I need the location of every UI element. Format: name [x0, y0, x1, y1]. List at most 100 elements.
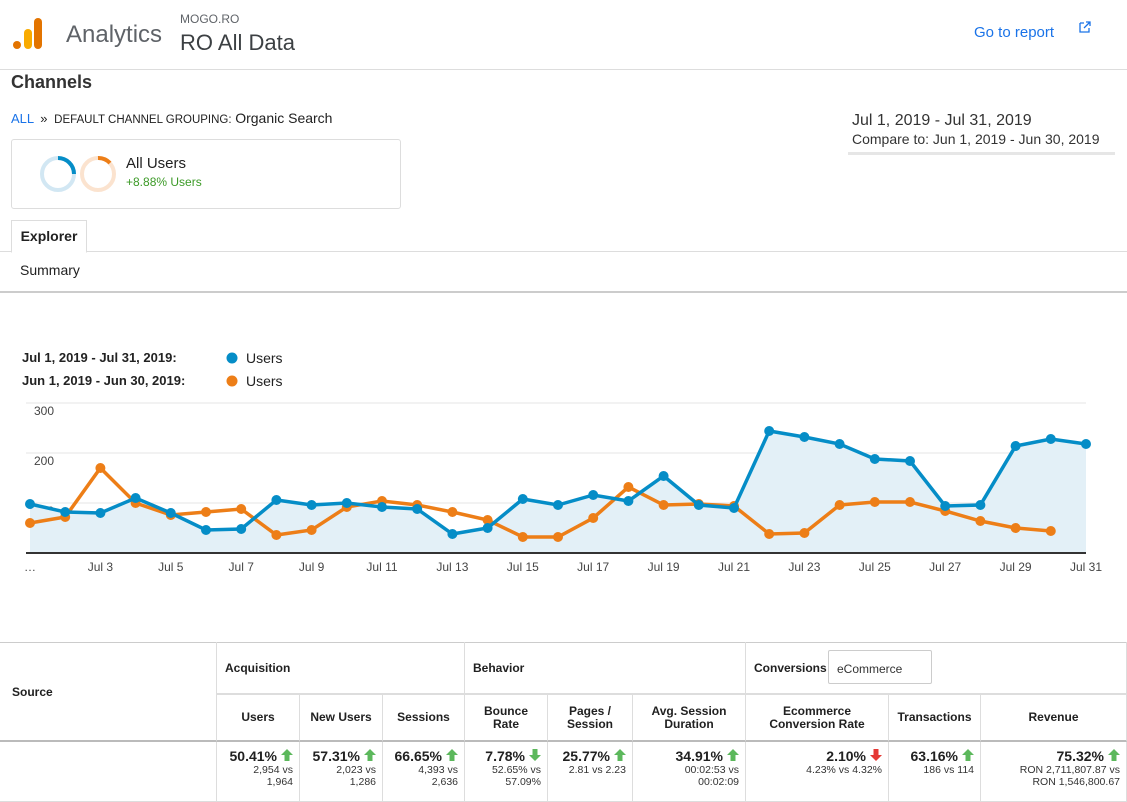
- group-label: Acquisition: [225, 661, 291, 675]
- breadcrumb: ALL » DEFAULT CHANNEL GROUPING: Organic …: [11, 110, 332, 126]
- data-point: [482, 523, 493, 533]
- column-header[interactable]: Pages / Session: [548, 695, 633, 742]
- metric-detail: RON 1,546,800.67: [1032, 776, 1120, 788]
- trend-arrow-shape: [870, 749, 882, 761]
- explorer-tab[interactable]: Explorer: [11, 220, 87, 253]
- data-point: [341, 498, 352, 508]
- column-header[interactable]: Bounce Rate: [465, 695, 548, 742]
- column-header[interactable]: Transactions: [889, 695, 981, 742]
- x-tick-label: Jul 29: [1000, 560, 1032, 574]
- data-point: [60, 507, 71, 517]
- data-point: [517, 494, 528, 504]
- metric-change: 63.16%: [910, 748, 958, 764]
- column-header[interactable]: Sessions: [383, 695, 465, 742]
- trend-arrow: [364, 749, 376, 761]
- data-point: [1010, 441, 1021, 451]
- legend-label: Users: [246, 373, 283, 389]
- property-name[interactable]: RO All Data: [180, 30, 295, 55]
- legend-period: Jul 1, 2019 - Jul 31, 2019:: [22, 350, 177, 365]
- data-point: [869, 454, 880, 464]
- header-divider: [0, 69, 1127, 70]
- column-header[interactable]: New Users: [300, 695, 383, 742]
- data-point: [553, 500, 563, 510]
- metric-change: 66.65%: [394, 748, 442, 764]
- trend-arrow: [727, 749, 739, 761]
- x-tick-label: …: [24, 560, 36, 574]
- metric-change: 75.32%: [1056, 748, 1104, 764]
- data-point: [447, 507, 458, 517]
- metric-detail: 00:02:53 vs: [684, 764, 739, 776]
- breadcrumb-root[interactable]: ALL: [11, 111, 34, 126]
- table-top-border: [0, 642, 1127, 643]
- trend-arrow: [1108, 749, 1120, 761]
- summary-tab[interactable]: Summary: [20, 262, 80, 278]
- metric-cell: 34.91% 00:02:53 vs 00:02:09: [633, 742, 746, 802]
- metric-detail: 2.81 vs 2.23: [568, 764, 626, 776]
- column-header[interactable]: Users: [217, 695, 300, 742]
- data-point: [623, 482, 634, 492]
- group-label: Conversions: [754, 661, 827, 675]
- metric-change: 2.10%: [826, 748, 866, 764]
- product-name: Analytics: [66, 21, 163, 48]
- conversion-select[interactable]: eCommerce: [828, 650, 932, 684]
- legend-period: Jun 1, 2019 - Jun 30, 2019:: [22, 373, 185, 388]
- x-tick-label: Jul 13: [436, 560, 468, 574]
- account-name: MOGO.RO: [180, 12, 240, 26]
- data-point: [25, 518, 35, 528]
- x-tick-label: Jul 3: [88, 560, 114, 574]
- x-tick-label: Jul 19: [648, 560, 680, 574]
- x-tick-label: Jul 21: [718, 560, 750, 574]
- data-point: [834, 439, 845, 449]
- metric-change: 57.31%: [312, 748, 360, 764]
- y-tick-label: 200: [34, 454, 54, 468]
- trend-arrow-shape: [1108, 749, 1120, 761]
- metric-cell: 63.16% 186 vs 114: [889, 742, 981, 802]
- trend-arrow: [614, 749, 626, 761]
- group-header: Conversions eCommerce: [746, 642, 1127, 695]
- metric-change-row: 75.32%: [985, 748, 1120, 764]
- date-range[interactable]: Jul 1, 2019 - Jul 31, 2019: [852, 112, 1032, 129]
- metric-detail: 1,964: [266, 776, 293, 788]
- column-header[interactable]: Avg. Session Duration: [633, 695, 746, 742]
- data-point: [764, 529, 775, 539]
- section-divider: [0, 291, 1127, 293]
- metric-change-row: 2.10%: [750, 748, 882, 764]
- metric-change: 34.91%: [675, 748, 723, 764]
- column-header[interactable]: Ecommerce Conversion Rate: [746, 695, 889, 742]
- data-point: [1010, 523, 1021, 533]
- data-point: [693, 500, 704, 510]
- data-point: [130, 493, 141, 503]
- data-point: [975, 516, 986, 526]
- segment-card[interactable]: All Users +8.88% Users: [11, 139, 401, 209]
- data-point: [236, 524, 247, 534]
- metric-detail: 2,636: [431, 776, 458, 788]
- data-point: [553, 532, 563, 542]
- trend-arrow-shape: [614, 749, 626, 761]
- data-point: [95, 508, 106, 518]
- metric-cell: 7.78% 52.65% vs 57.09%: [465, 742, 548, 802]
- metric-detail: 186 vs 114: [923, 764, 974, 776]
- data-point: [940, 501, 951, 511]
- data-point: [412, 504, 423, 514]
- metric-change-row: 57.31%: [304, 748, 376, 764]
- data-point: [869, 497, 880, 507]
- metric-change-row: 50.41%: [221, 748, 293, 764]
- group-label: Behavior: [473, 661, 525, 675]
- data-point: [377, 502, 387, 512]
- trend-arrow-shape: [446, 749, 458, 761]
- x-tick-label: Jul 31: [1070, 560, 1102, 574]
- metric-detail: 4.23% vs 4.32%: [806, 764, 882, 776]
- x-tick-label: Jul 15: [507, 560, 539, 574]
- breadcrumb-separator: »: [40, 111, 48, 126]
- segment-change: +8.88% Users: [126, 175, 202, 189]
- trend-arrow: [870, 749, 882, 761]
- legend-swatch: [226, 352, 238, 364]
- metric-detail: 2,954 vs: [253, 764, 293, 776]
- metric-detail: 00:02:09: [698, 776, 739, 788]
- column-header[interactable]: Revenue: [981, 695, 1127, 742]
- x-tick-label: Jul 7: [229, 560, 255, 574]
- page-title: Channels: [11, 72, 93, 92]
- go-to-report-link[interactable]: Go to report: [974, 24, 1055, 41]
- series-line: [29, 465, 1051, 539]
